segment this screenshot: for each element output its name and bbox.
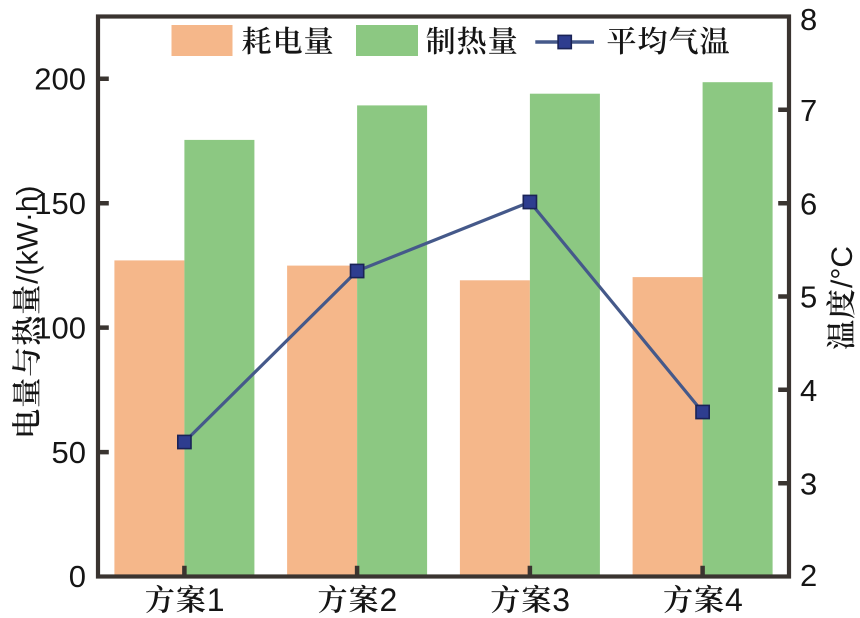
svg-text:1: 1 (207, 582, 225, 618)
svg-text:6: 6 (800, 186, 817, 221)
svg-text:50: 50 (52, 435, 86, 470)
svg-text:4: 4 (800, 373, 817, 408)
svg-text:5: 5 (800, 280, 817, 315)
svg-text:/(kW·h): /(kW·h) (11, 185, 44, 283)
svg-text:200: 200 (34, 62, 86, 97)
svg-text:100: 100 (34, 311, 86, 346)
svg-text:3: 3 (800, 466, 817, 501)
svg-text:7: 7 (800, 93, 817, 128)
svg-text:3: 3 (552, 582, 570, 618)
svg-text:/°C: /°C (826, 246, 859, 288)
svg-text:150: 150 (34, 186, 86, 221)
svg-text:8: 8 (800, 2, 817, 37)
svg-text:2: 2 (380, 582, 398, 618)
svg-text:0: 0 (69, 559, 86, 594)
svg-text:2: 2 (800, 558, 817, 593)
svg-text:4: 4 (725, 582, 743, 618)
